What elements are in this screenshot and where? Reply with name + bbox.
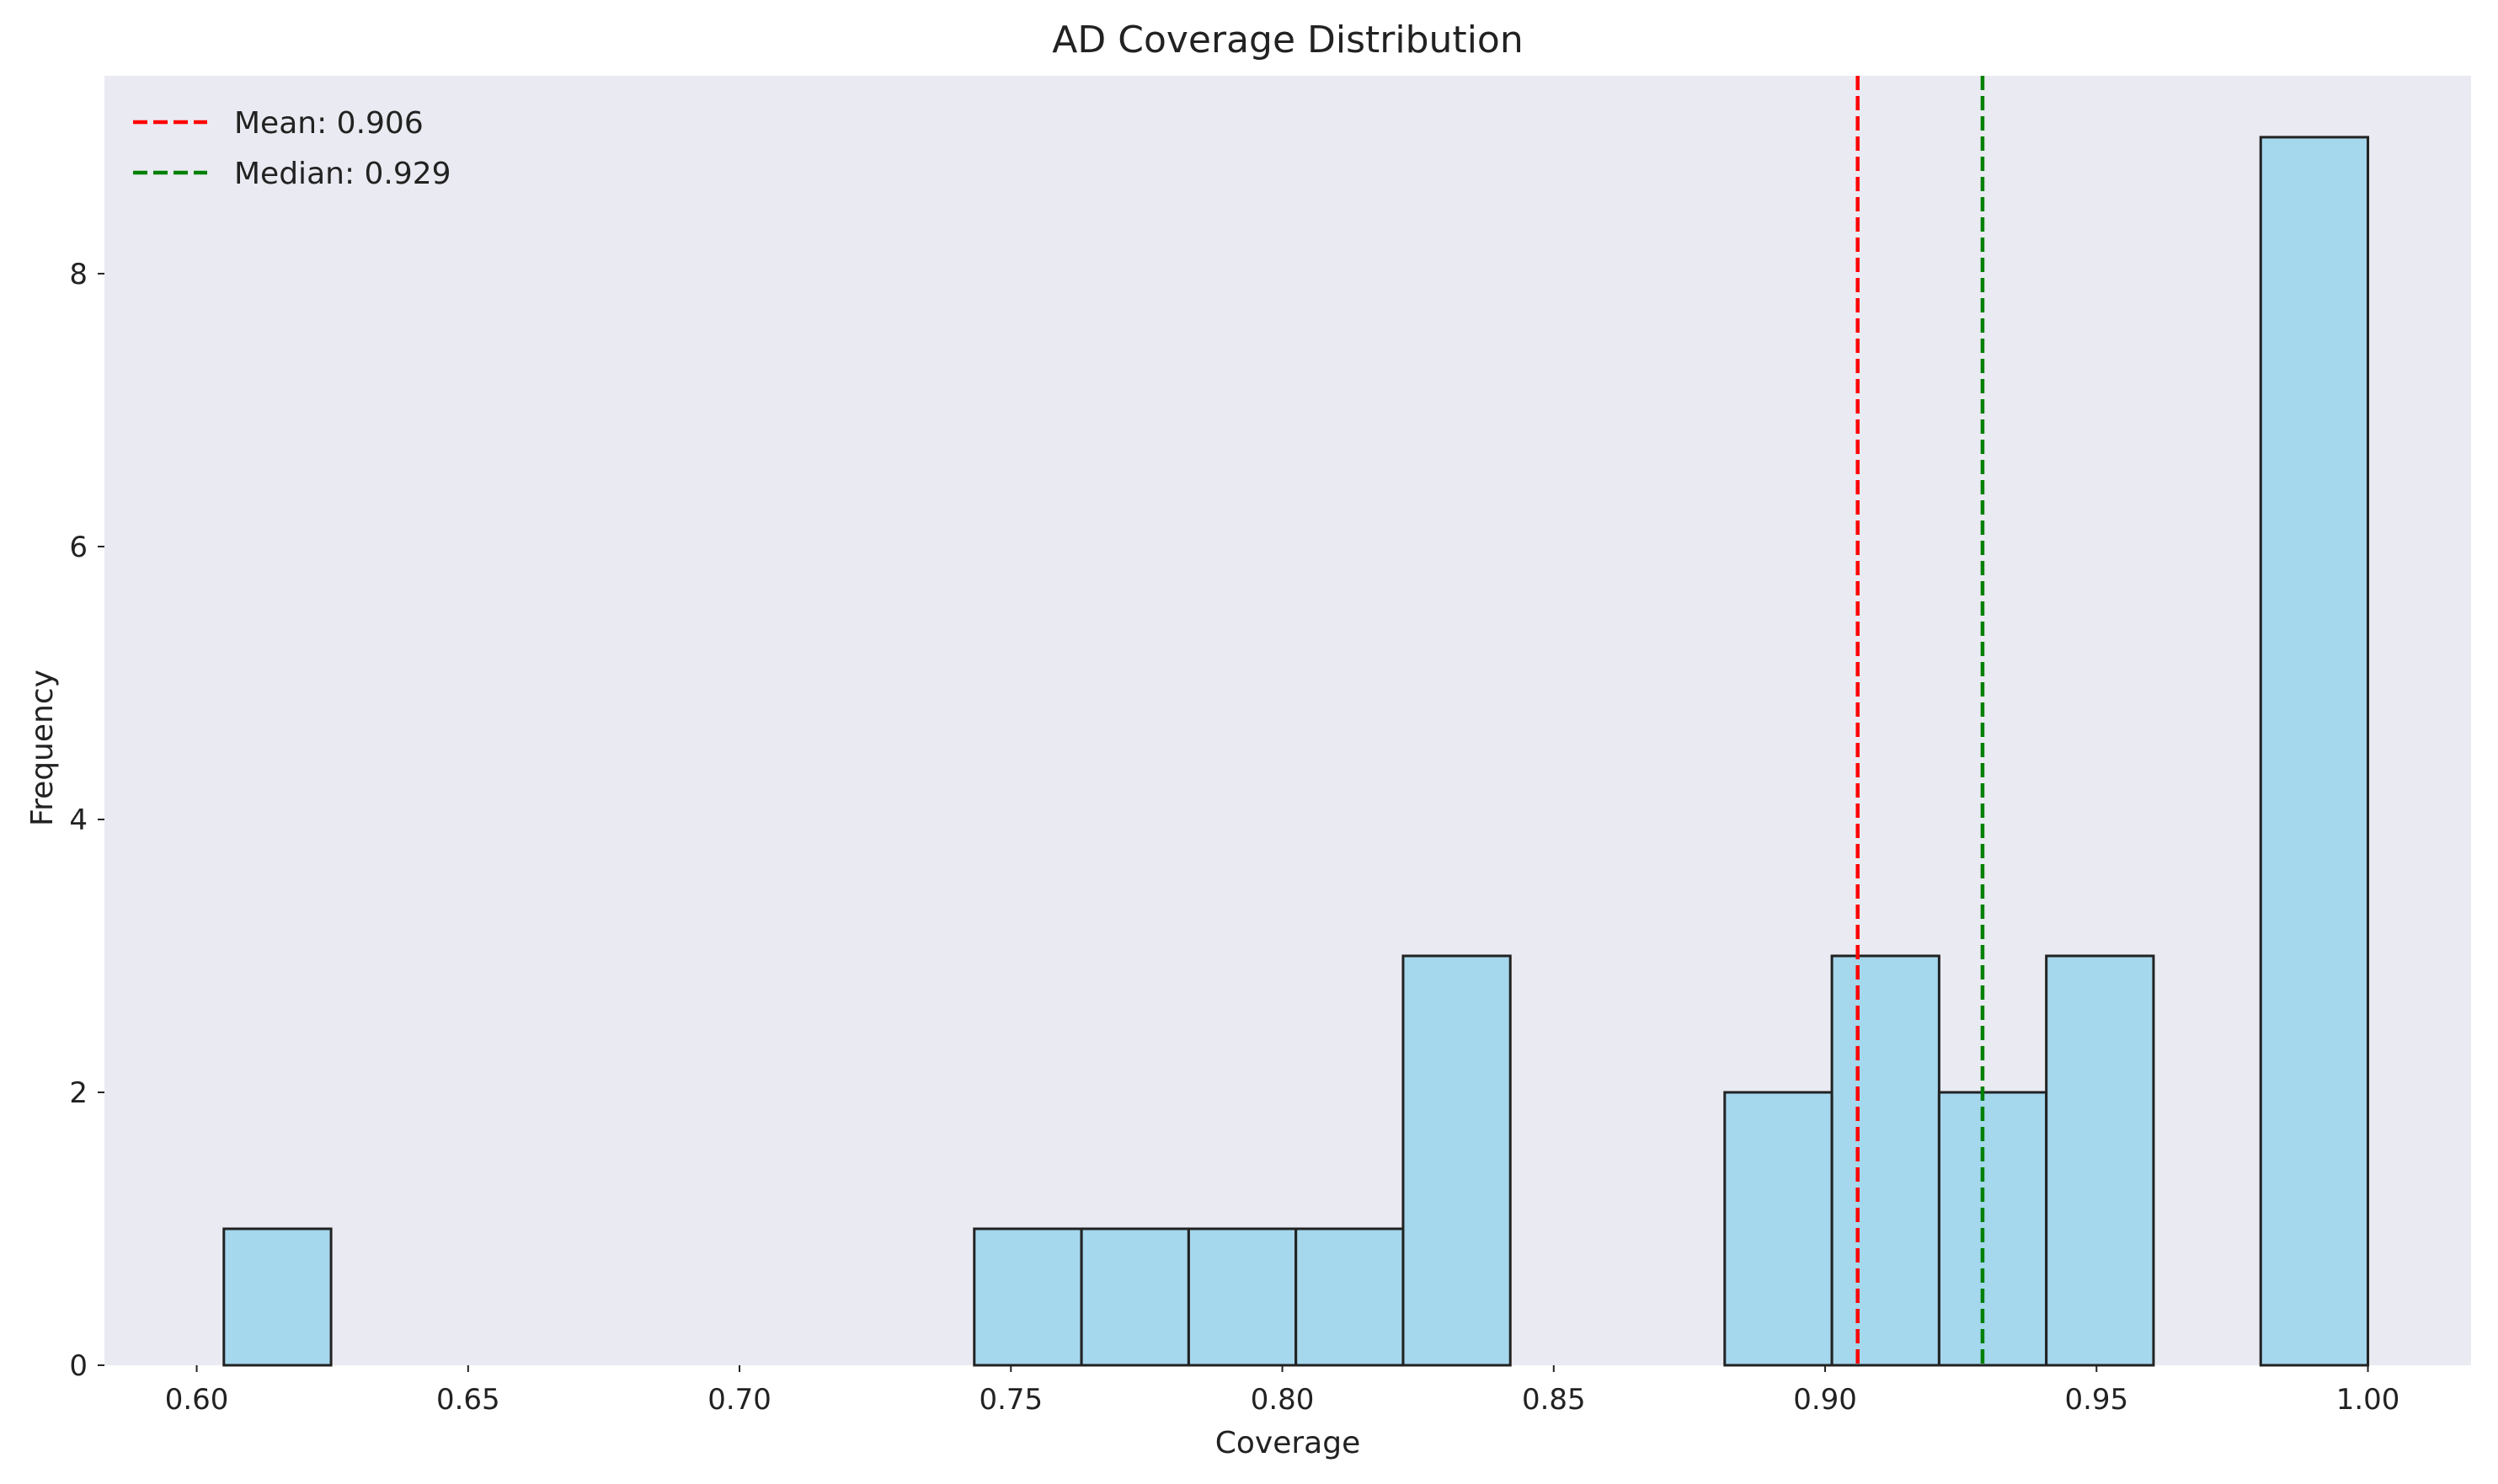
- histogram-bar: [973, 1227, 1083, 1367]
- reference-lines: [1855, 76, 1985, 1365]
- x-tick-label: 0.85: [1522, 1383, 1586, 1417]
- histogram-bar: [2045, 954, 2155, 1367]
- x-tick-label: 0.95: [2064, 1383, 2128, 1417]
- y-tick-label: 4: [69, 803, 88, 837]
- histogram-bar: [222, 1227, 333, 1367]
- x-tick-label: 0.65: [436, 1383, 500, 1417]
- y-tick-label: 0: [69, 1349, 88, 1383]
- x-axis-label: Coverage: [1215, 1426, 1360, 1460]
- histogram-bar: [1187, 1227, 1298, 1367]
- bars-group: [222, 136, 2370, 1367]
- histogram-bar: [1294, 1227, 1405, 1367]
- chart-title: AD Coverage Distribution: [1052, 19, 1523, 61]
- histogram-bar: [2259, 136, 2370, 1367]
- histogram-bar: [1723, 1091, 1833, 1367]
- legend: Mean: 0.906 Median: 0.929: [133, 106, 451, 191]
- x-tick-label: 0.60: [165, 1383, 229, 1417]
- y-tick-label: 6: [69, 531, 88, 564]
- legend-entry-label: Mean: 0.906: [234, 106, 424, 141]
- legend-entry-label: Median: 0.929: [234, 157, 451, 191]
- x-axis: 0.60 0.65 0.70 0.75 0.80 0.85 0.90 0.95 1.00: [165, 1365, 2400, 1417]
- y-tick-label: 2: [69, 1076, 88, 1110]
- y-tick-label: 8: [69, 258, 88, 291]
- x-tick-label: 0.80: [1251, 1383, 1315, 1417]
- y-axis: 0 2 4 6 8: [69, 258, 104, 1383]
- x-tick-label: 0.90: [1793, 1383, 1857, 1417]
- histogram-bar: [1401, 954, 1512, 1367]
- histogram-bar: [1830, 954, 1940, 1367]
- histogram-bar: [1080, 1227, 1190, 1367]
- histogram-bar: [1937, 1091, 2048, 1367]
- x-tick-label: 0.70: [707, 1383, 771, 1417]
- x-tick-label: 0.75: [979, 1383, 1043, 1417]
- y-axis-label: Frequency: [25, 670, 60, 826]
- x-tick-label: 1.00: [2336, 1383, 2400, 1417]
